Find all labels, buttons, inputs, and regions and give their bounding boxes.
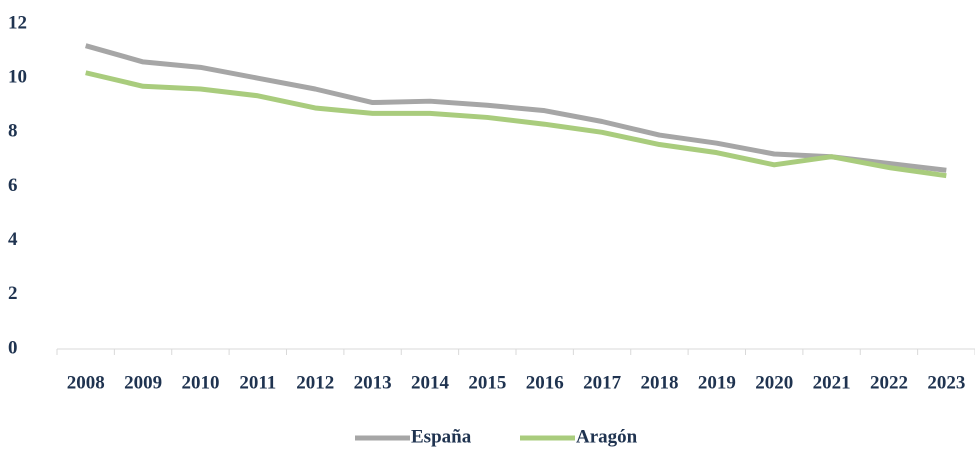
x-tick-label: 2019 [698, 372, 736, 393]
y-tick-label: 8 [8, 121, 18, 142]
x-tick-label: 2008 [67, 372, 105, 393]
y-tick-label: 10 [8, 67, 27, 88]
x-tick-label: 2016 [526, 372, 564, 393]
series-line [85, 43, 947, 173]
x-tick-label: 2011 [239, 372, 276, 393]
x-tick-label: 2017 [583, 372, 622, 393]
x-tick-label: 2014 [411, 372, 450, 393]
series-line [85, 70, 947, 179]
x-tick-label: 2023 [927, 372, 965, 393]
x-tick-label: 2020 [755, 372, 793, 393]
x-tick-label: 2012 [296, 372, 334, 393]
x-tick-label: 2013 [354, 372, 392, 393]
x-tick-label: 2015 [468, 372, 506, 393]
x-tick-label: 2018 [640, 372, 678, 393]
x-tick-label: 2010 [181, 372, 219, 393]
legend-label: Aragón [576, 426, 638, 447]
x-tick-label: 2009 [124, 372, 162, 393]
y-tick-label: 2 [8, 283, 18, 304]
y-tick-label: 0 [8, 337, 18, 358]
x-tick-label: 2022 [870, 372, 908, 393]
y-tick-label: 12 [8, 12, 27, 33]
y-tick-label: 4 [8, 229, 18, 250]
x-tick-label: 2021 [813, 372, 851, 393]
legend-label: España [411, 426, 472, 447]
y-tick-label: 6 [8, 175, 18, 196]
